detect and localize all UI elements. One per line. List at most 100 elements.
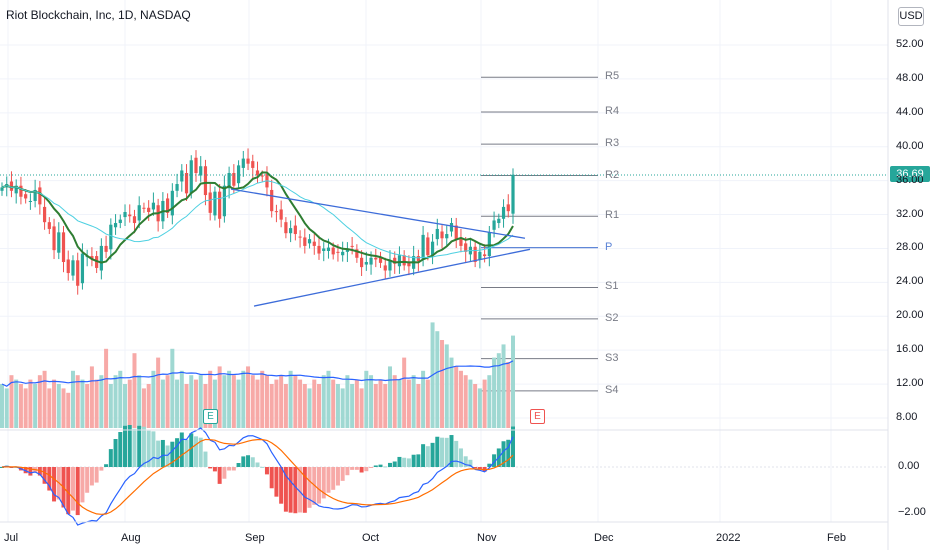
candle-body: [57, 232, 61, 253]
trendline-upper: [230, 188, 526, 239]
volume-bar: [354, 379, 359, 428]
candle-body: [326, 247, 331, 251]
candle-body: [170, 190, 174, 216]
volume-bar: [340, 388, 345, 428]
volume-bar: [108, 384, 113, 428]
candle-body: [416, 256, 420, 262]
volume-bar: [449, 357, 454, 428]
candle-body: [42, 206, 47, 223]
ma-slow-line: [1, 180, 514, 259]
macd-histogram-bar: [331, 467, 336, 490]
macd-histogram-bar: [137, 425, 142, 467]
volume-bar: [18, 384, 23, 428]
volume-bar: [496, 353, 501, 428]
volume-bar: [179, 370, 184, 428]
candle-body: [71, 260, 75, 276]
macd-histogram-bar: [104, 464, 109, 467]
volume-bar: [392, 375, 397, 428]
pivot-label-r4: R4: [605, 104, 620, 117]
candle-body: [137, 205, 141, 221]
volume-bar: [274, 379, 279, 428]
volume-bar: [52, 379, 57, 428]
volume-bar: [236, 379, 241, 428]
candle-body: [449, 223, 454, 232]
macd-histogram-bar: [501, 441, 506, 467]
earnings-badge-past[interactable]: E: [203, 409, 218, 424]
volume-bar: [487, 375, 492, 428]
volume-bar: [94, 379, 99, 428]
volume-bar: [335, 384, 340, 428]
volume-bar: [104, 348, 109, 428]
macd-histogram-bar: [156, 440, 161, 467]
macd-histogram-bar: [307, 467, 312, 508]
pivot-label-p: P: [605, 240, 613, 253]
macd-histogram-bar: [288, 467, 293, 513]
price-tick-label: 24.00: [896, 275, 924, 288]
volume-bar: [350, 384, 355, 428]
macd-histogram-bar: [264, 467, 269, 475]
volume-pane: [0, 322, 515, 428]
macd-histogram-bar: [127, 425, 132, 467]
volume-bar: [37, 375, 42, 428]
volume-bar: [293, 375, 298, 428]
volume-bar: [212, 379, 217, 428]
volume-bar: [402, 357, 407, 428]
volume-bar: [331, 379, 336, 428]
pivot-label-r2: R2: [605, 168, 620, 181]
candle-body: [388, 260, 392, 271]
macd-histogram-bar: [28, 467, 33, 476]
price-tick-label: 20.00: [896, 309, 924, 322]
candle-body: [222, 185, 226, 217]
candle-body: [132, 216, 137, 224]
candle-body: [66, 259, 70, 274]
candle-body: [180, 170, 184, 182]
volume-bar: [406, 379, 411, 428]
macd-histogram-bar: [435, 436, 440, 467]
macd-histogram-bar: [227, 467, 232, 471]
time-tick-label: Sep: [245, 532, 265, 544]
macd-histogram-bar: [80, 467, 85, 503]
volume-bar: [378, 379, 383, 428]
volume-bar: [75, 375, 80, 428]
volume-bar: [56, 384, 61, 428]
macd-histogram-bar: [123, 425, 128, 467]
price-tick-label: 12.00: [896, 377, 924, 390]
candle-body: [430, 241, 435, 256]
pivot-label-s2: S2: [605, 311, 619, 324]
macd-histogram-bar: [175, 438, 180, 467]
macd-histogram-bar: [283, 467, 288, 512]
candle-body: [274, 211, 279, 213]
price-tick-label: 48.00: [896, 71, 924, 84]
earnings-badge-upcoming[interactable]: E: [530, 409, 545, 424]
candle-body: [109, 224, 113, 250]
candle-body: [497, 218, 501, 224]
currency-button[interactable]: USD: [898, 7, 924, 26]
volume-bar: [482, 379, 487, 428]
volume-bar: [61, 388, 66, 428]
candle-body: [118, 219, 122, 224]
price-tick-label: 16.00: [896, 343, 924, 356]
macd-histogram-bar: [250, 457, 255, 467]
macd-histogram-bar: [468, 459, 473, 467]
price-tick-label: 52.00: [896, 38, 924, 50]
chart-title[interactable]: Riot Blockchain, Inc, 1D, NASDAQ: [6, 8, 191, 22]
macd-histogram-bar: [378, 464, 383, 467]
candle-body: [464, 243, 468, 252]
candle-body: [312, 241, 316, 246]
volume-bar: [264, 375, 269, 428]
volume-bar: [416, 384, 421, 428]
candle-body: [293, 225, 297, 235]
candle-body: [355, 249, 359, 258]
candle-body: [128, 214, 132, 217]
candle-body: [175, 184, 179, 191]
macd-histogram-bar: [47, 467, 52, 491]
candle-body: [473, 246, 477, 263]
volume-bar: [298, 379, 303, 428]
volume-bar: [288, 370, 293, 428]
macd-histogram-bar: [23, 467, 28, 474]
macd-pane: [0, 425, 515, 526]
volume-bar: [269, 384, 274, 428]
volume-bar: [231, 375, 236, 428]
candle-body: [426, 237, 430, 256]
